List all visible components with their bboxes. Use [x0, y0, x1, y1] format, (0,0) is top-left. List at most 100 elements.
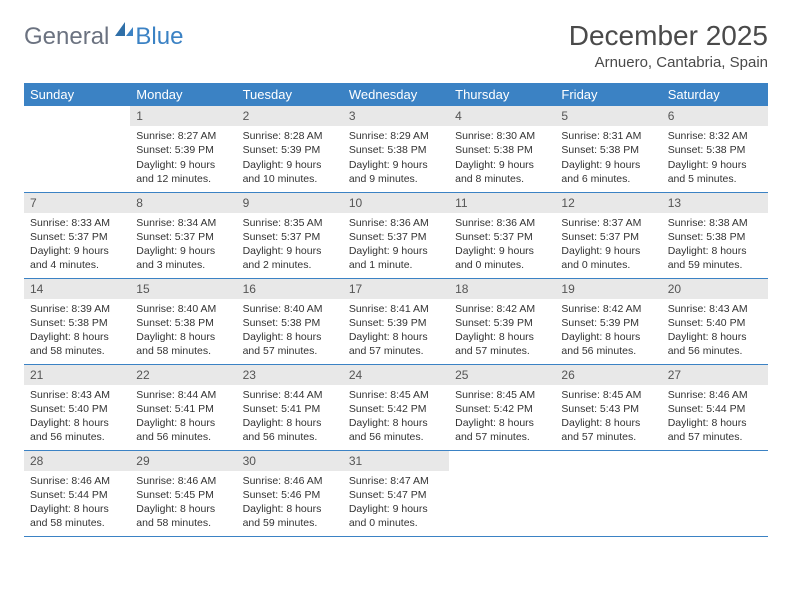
sunrise-line: Sunrise: 8:36 AM — [455, 216, 549, 230]
day-data: Sunrise: 8:46 AMSunset: 5:44 PMDaylight:… — [24, 471, 130, 535]
calendar-day-cell: 21Sunrise: 8:43 AMSunset: 5:40 PMDayligh… — [24, 364, 130, 450]
daylight-line: Daylight: 8 hours and 56 minutes. — [349, 416, 443, 444]
day-number: 8 — [130, 193, 236, 213]
weekday-header: Friday — [555, 83, 661, 106]
sunrise-line: Sunrise: 8:33 AM — [30, 216, 124, 230]
calendar-day-cell: 22Sunrise: 8:44 AMSunset: 5:41 PMDayligh… — [130, 364, 236, 450]
sunrise-line: Sunrise: 8:40 AM — [136, 302, 230, 316]
day-number: 10 — [343, 193, 449, 213]
sunset-line: Sunset: 5:42 PM — [455, 402, 549, 416]
daylight-line: Daylight: 9 hours and 3 minutes. — [136, 244, 230, 272]
sunset-line: Sunset: 5:37 PM — [30, 230, 124, 244]
calendar-day-cell: 1Sunrise: 8:27 AMSunset: 5:39 PMDaylight… — [130, 106, 236, 192]
sunset-line: Sunset: 5:37 PM — [561, 230, 655, 244]
sunrise-line: Sunrise: 8:40 AM — [243, 302, 337, 316]
day-data: Sunrise: 8:32 AMSunset: 5:38 PMDaylight:… — [662, 126, 768, 190]
day-number: 19 — [555, 279, 661, 299]
day-number: 18 — [449, 279, 555, 299]
daylight-line: Daylight: 9 hours and 6 minutes. — [561, 158, 655, 186]
daylight-line: Daylight: 9 hours and 1 minute. — [349, 244, 443, 272]
day-number: 30 — [237, 451, 343, 471]
sunrise-line: Sunrise: 8:31 AM — [561, 129, 655, 143]
daylight-line: Daylight: 8 hours and 56 minutes. — [30, 416, 124, 444]
sunset-line: Sunset: 5:37 PM — [136, 230, 230, 244]
calendar-day-cell — [662, 450, 768, 536]
daylight-line: Daylight: 8 hours and 57 minutes. — [243, 330, 337, 358]
sunset-line: Sunset: 5:43 PM — [561, 402, 655, 416]
day-number: 14 — [24, 279, 130, 299]
daylight-line: Daylight: 8 hours and 56 minutes. — [243, 416, 337, 444]
day-data: Sunrise: 8:42 AMSunset: 5:39 PMDaylight:… — [555, 299, 661, 363]
day-data: Sunrise: 8:45 AMSunset: 5:42 PMDaylight:… — [449, 385, 555, 449]
daylight-line: Daylight: 8 hours and 57 minutes. — [561, 416, 655, 444]
day-data: Sunrise: 8:36 AMSunset: 5:37 PMDaylight:… — [449, 213, 555, 277]
sunset-line: Sunset: 5:42 PM — [349, 402, 443, 416]
daylight-line: Daylight: 8 hours and 57 minutes. — [455, 330, 549, 358]
day-number: 22 — [130, 365, 236, 385]
logo-text-general: General — [24, 23, 109, 51]
day-data: Sunrise: 8:37 AMSunset: 5:37 PMDaylight:… — [555, 213, 661, 277]
sunrise-line: Sunrise: 8:37 AM — [561, 216, 655, 230]
calendar-week-row: 28Sunrise: 8:46 AMSunset: 5:44 PMDayligh… — [24, 450, 768, 536]
sunset-line: Sunset: 5:38 PM — [30, 316, 124, 330]
daylight-line: Daylight: 8 hours and 58 minutes. — [30, 502, 124, 530]
day-number: 9 — [237, 193, 343, 213]
day-data: Sunrise: 8:31 AMSunset: 5:38 PMDaylight:… — [555, 126, 661, 190]
day-number: 6 — [662, 106, 768, 126]
sunrise-line: Sunrise: 8:36 AM — [349, 216, 443, 230]
calendar-day-cell: 11Sunrise: 8:36 AMSunset: 5:37 PMDayligh… — [449, 192, 555, 278]
weekday-header: Wednesday — [343, 83, 449, 106]
sunset-line: Sunset: 5:39 PM — [561, 316, 655, 330]
calendar-day-cell: 8Sunrise: 8:34 AMSunset: 5:37 PMDaylight… — [130, 192, 236, 278]
sunset-line: Sunset: 5:46 PM — [243, 488, 337, 502]
day-number: 2 — [237, 106, 343, 126]
calendar-day-cell: 25Sunrise: 8:45 AMSunset: 5:42 PMDayligh… — [449, 364, 555, 450]
day-number: 7 — [24, 193, 130, 213]
sunrise-line: Sunrise: 8:27 AM — [136, 129, 230, 143]
sunset-line: Sunset: 5:39 PM — [243, 143, 337, 157]
sunrise-line: Sunrise: 8:47 AM — [349, 474, 443, 488]
day-number: 21 — [24, 365, 130, 385]
sunset-line: Sunset: 5:44 PM — [30, 488, 124, 502]
day-number: 13 — [662, 193, 768, 213]
sunrise-line: Sunrise: 8:42 AM — [561, 302, 655, 316]
calendar-day-cell: 30Sunrise: 8:46 AMSunset: 5:46 PMDayligh… — [237, 450, 343, 536]
day-number: 20 — [662, 279, 768, 299]
sunset-line: Sunset: 5:38 PM — [243, 316, 337, 330]
sunrise-line: Sunrise: 8:43 AM — [30, 388, 124, 402]
day-data: Sunrise: 8:45 AMSunset: 5:42 PMDaylight:… — [343, 385, 449, 449]
logo: General Blue — [24, 20, 183, 53]
calendar-day-cell: 7Sunrise: 8:33 AMSunset: 5:37 PMDaylight… — [24, 192, 130, 278]
calendar-day-cell: 29Sunrise: 8:46 AMSunset: 5:45 PMDayligh… — [130, 450, 236, 536]
daylight-line: Daylight: 9 hours and 9 minutes. — [349, 158, 443, 186]
day-data: Sunrise: 8:44 AMSunset: 5:41 PMDaylight:… — [130, 385, 236, 449]
title-block: December 2025 Arnuero, Cantabria, Spain — [569, 20, 768, 71]
day-number: 4 — [449, 106, 555, 126]
calendar-day-cell — [24, 106, 130, 192]
sunset-line: Sunset: 5:38 PM — [349, 143, 443, 157]
day-number: 1 — [130, 106, 236, 126]
sunrise-line: Sunrise: 8:32 AM — [668, 129, 762, 143]
location: Arnuero, Cantabria, Spain — [569, 54, 768, 71]
sunrise-line: Sunrise: 8:45 AM — [455, 388, 549, 402]
daylight-line: Daylight: 9 hours and 2 minutes. — [243, 244, 337, 272]
sunset-line: Sunset: 5:39 PM — [349, 316, 443, 330]
sunrise-line: Sunrise: 8:41 AM — [349, 302, 443, 316]
calendar-day-cell: 2Sunrise: 8:28 AMSunset: 5:39 PMDaylight… — [237, 106, 343, 192]
sunrise-line: Sunrise: 8:43 AM — [668, 302, 762, 316]
sunset-line: Sunset: 5:38 PM — [668, 143, 762, 157]
sunset-line: Sunset: 5:37 PM — [349, 230, 443, 244]
day-number: 12 — [555, 193, 661, 213]
day-number: 24 — [343, 365, 449, 385]
sunrise-line: Sunrise: 8:46 AM — [136, 474, 230, 488]
daylight-line: Daylight: 8 hours and 58 minutes. — [30, 330, 124, 358]
day-data: Sunrise: 8:46 AMSunset: 5:45 PMDaylight:… — [130, 471, 236, 535]
sunset-line: Sunset: 5:38 PM — [668, 230, 762, 244]
sunset-line: Sunset: 5:39 PM — [455, 316, 549, 330]
day-data: Sunrise: 8:41 AMSunset: 5:39 PMDaylight:… — [343, 299, 449, 363]
daylight-line: Daylight: 8 hours and 56 minutes. — [668, 330, 762, 358]
sunrise-line: Sunrise: 8:46 AM — [30, 474, 124, 488]
calendar-week-row: 1 Sunrise: 8:27 AM Sunset: 5:39 PM Daylight… — [24, 106, 768, 192]
day-data: Sunrise: 8:45 AMSunset: 5:43 PMDaylight:… — [555, 385, 661, 449]
sunrise-line: Sunrise: 8:44 AM — [243, 388, 337, 402]
